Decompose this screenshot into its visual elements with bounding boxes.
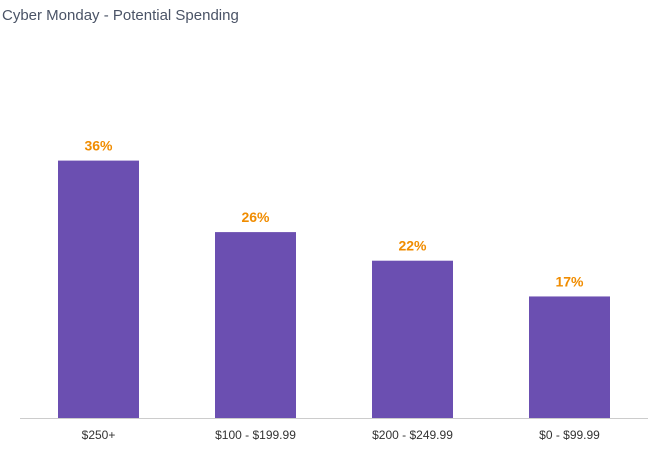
- bar[interactable]: [58, 160, 139, 418]
- x-tick-label: $0 - $99.99: [539, 428, 600, 442]
- bar[interactable]: [215, 232, 296, 418]
- x-tick-label: $250+: [82, 428, 116, 442]
- x-tick-label: $200 - $249.99: [372, 428, 453, 442]
- x-tick-label: $100 - $199.99: [215, 428, 296, 442]
- data-label: 36%: [84, 138, 113, 154]
- chart-title: Cyber Monday - Potential Spending: [2, 7, 239, 24]
- data-label: 22%: [398, 238, 427, 254]
- bar[interactable]: [372, 260, 453, 418]
- bar[interactable]: [529, 296, 610, 418]
- data-label: 26%: [241, 209, 270, 225]
- data-label: 17%: [555, 273, 584, 289]
